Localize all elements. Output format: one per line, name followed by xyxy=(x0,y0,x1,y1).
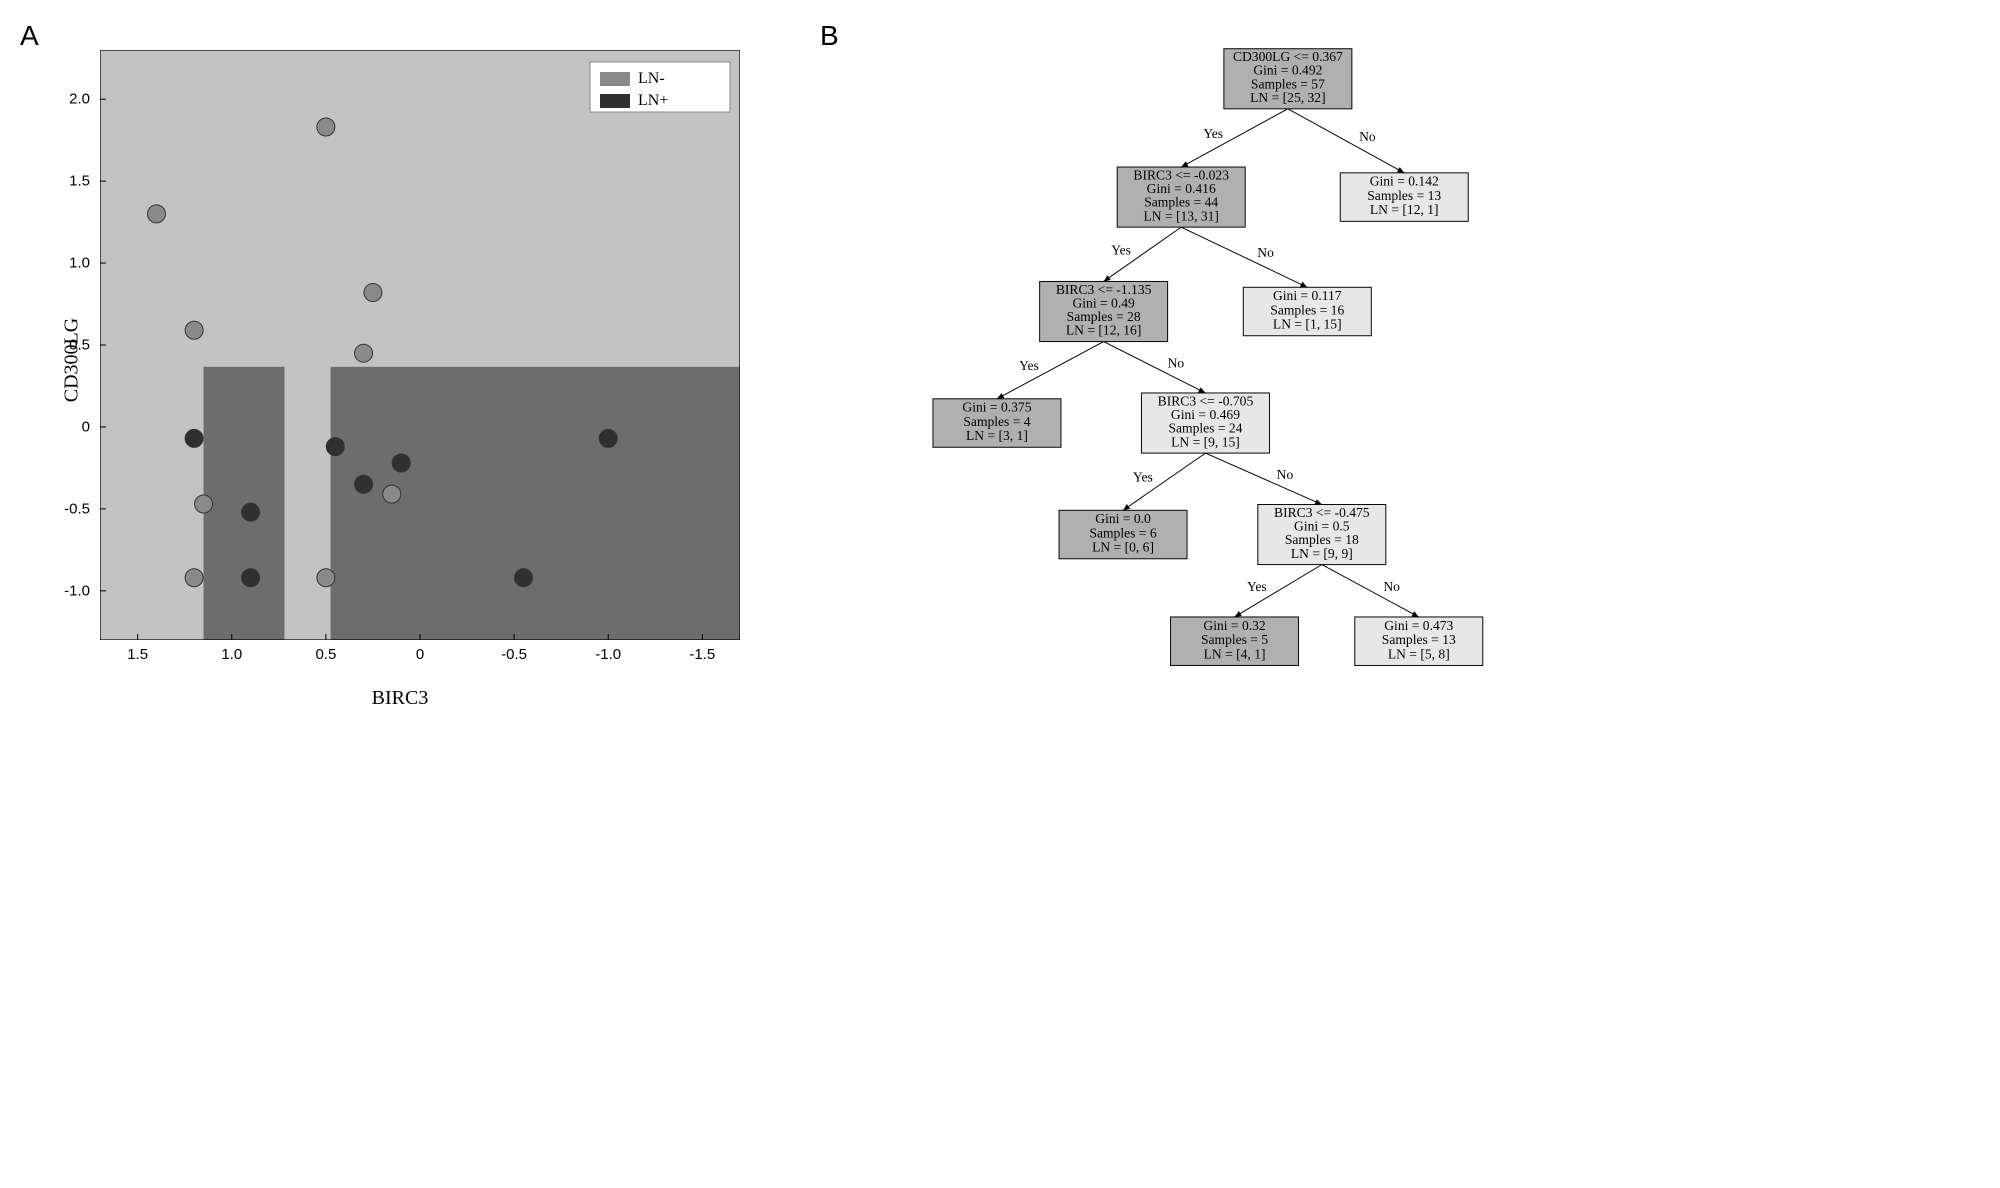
tree-node-text: Gini = 0.32 xyxy=(1203,618,1265,633)
edge-label: No xyxy=(1168,355,1185,370)
decision-tree: YesNoYesNoYesNoYesNoYesNoCD300LG <= 0.36… xyxy=(820,20,1580,700)
edge-label: No xyxy=(1277,467,1294,482)
x-tick-label: 1.5 xyxy=(127,646,148,663)
scatter-point-lnminus xyxy=(185,569,203,587)
tree-node-text: LN = [1, 15] xyxy=(1273,317,1342,332)
y-tick-label: 1.5 xyxy=(69,173,90,190)
x-tick-label: 1.0 xyxy=(221,646,242,663)
edge-label: Yes xyxy=(1203,126,1223,141)
scatter-point-lnminus xyxy=(147,205,165,223)
edge-label: No xyxy=(1257,245,1274,260)
edge-label: Yes xyxy=(1111,242,1131,257)
scatter-point-lnminus xyxy=(185,321,203,339)
edge-label: Yes xyxy=(1247,579,1267,594)
y-tick-label: -1.0 xyxy=(64,582,90,599)
x-tick-label: -1.0 xyxy=(595,646,621,663)
tree-edge xyxy=(1205,453,1321,504)
scatter-point-lnminus xyxy=(355,344,373,362)
tree-node-text: LN = [5, 8] xyxy=(1388,646,1450,661)
tree-node-text: Gini = 0.473 xyxy=(1384,618,1453,633)
scatter-point-lnplus xyxy=(355,475,373,493)
tree-node-text: LN = [12, 16] xyxy=(1066,323,1141,338)
decision-region xyxy=(204,367,285,640)
legend-label: LN- xyxy=(638,70,665,87)
tree-node-text: LN = [25, 32] xyxy=(1250,90,1325,105)
plot-area: LN- LN+ xyxy=(100,50,740,640)
panel-a: A LN-LN+ BIRC3 CD300LG 1.51.00.50-0.5-1.… xyxy=(20,20,780,700)
tree-node-text: Gini = 0.0 xyxy=(1095,511,1151,526)
y-tick-label: 2.0 xyxy=(69,91,90,108)
tree-node-text: Samples = 16 xyxy=(1270,302,1344,317)
tree-node-text: LN = [9, 9] xyxy=(1291,546,1353,561)
edge-label: Yes xyxy=(1019,358,1039,373)
scatter-point-lnminus xyxy=(317,569,335,587)
x-tick-label: -0.5 xyxy=(501,646,527,663)
y-tick-label: 1.0 xyxy=(69,255,90,272)
scatter-point-lnplus xyxy=(392,454,410,472)
tree-node-text: Samples = 13 xyxy=(1367,188,1441,203)
tree-node-text: LN = [0, 6] xyxy=(1092,540,1154,555)
panel-b: B YesNoYesNoYesNoYesNoYesNoCD300LG <= 0.… xyxy=(820,20,1580,700)
scatter-point-lnminus xyxy=(383,485,401,503)
scatter-point-lnplus xyxy=(599,429,617,447)
tree-node-text: LN = [12, 1] xyxy=(1370,202,1439,217)
tree-node-text: Gini = 0.375 xyxy=(962,400,1031,415)
scatter-point-lnplus xyxy=(242,569,260,587)
legend-label: LN+ xyxy=(638,92,668,109)
scatter-point-lnminus xyxy=(195,495,213,513)
tree-edge xyxy=(1181,109,1288,167)
tree-edge xyxy=(997,342,1104,399)
edge-label: Yes xyxy=(1133,470,1153,485)
tree-svg: YesNoYesNoYesNoYesNoYesNoCD300LG <= 0.36… xyxy=(880,40,1560,680)
edge-label: No xyxy=(1383,579,1400,594)
edge-label: No xyxy=(1359,129,1376,144)
legend: LN- LN+ xyxy=(590,62,730,112)
scatter-point-lnminus xyxy=(317,118,335,136)
scatter-point-lnplus xyxy=(515,569,533,587)
tree-node-text: Samples = 5 xyxy=(1201,632,1268,647)
y-axis-label: CD300LG xyxy=(61,318,84,402)
tree-node-text: LN = [13, 31] xyxy=(1143,208,1218,223)
tree-node-text: LN = [3, 1] xyxy=(966,428,1028,443)
scatter-plot: LN-LN+ BIRC3 CD300LG 1.51.00.50-0.5-1.0-… xyxy=(20,20,780,700)
scatter-point-lnplus xyxy=(185,429,203,447)
tree-node-text: Gini = 0.142 xyxy=(1370,174,1439,189)
scatter-point-lnplus xyxy=(326,438,344,456)
legend-swatch xyxy=(600,72,630,86)
tree-edge xyxy=(1104,342,1206,393)
x-tick-label: -1.5 xyxy=(689,646,715,663)
y-tick-label: -0.5 xyxy=(64,500,90,517)
y-tick-label: 0 xyxy=(82,418,90,435)
tree-edge xyxy=(1288,109,1404,173)
tree-edge xyxy=(1322,565,1419,617)
x-axis-label: BIRC3 xyxy=(372,687,429,710)
tree-node-text: Samples = 6 xyxy=(1089,525,1156,540)
tree-node-text: Samples = 13 xyxy=(1382,632,1456,647)
tree-node-text: LN = [9, 15] xyxy=(1171,434,1240,449)
y-tick-label: 0.5 xyxy=(69,337,90,354)
scatter-point-lnplus xyxy=(242,503,260,521)
x-tick-label: 0 xyxy=(416,646,424,663)
tree-edge xyxy=(1181,227,1307,287)
x-tick-label: 0.5 xyxy=(315,646,336,663)
tree-node-text: Samples = 4 xyxy=(963,414,1030,429)
scatter-svg: LN- LN+ xyxy=(100,50,740,640)
scatter-point-lnminus xyxy=(364,284,382,302)
legend-swatch xyxy=(600,94,630,108)
tree-node-text: Gini = 0.117 xyxy=(1273,288,1342,303)
tree-node-text: LN = [4, 1] xyxy=(1204,646,1266,661)
